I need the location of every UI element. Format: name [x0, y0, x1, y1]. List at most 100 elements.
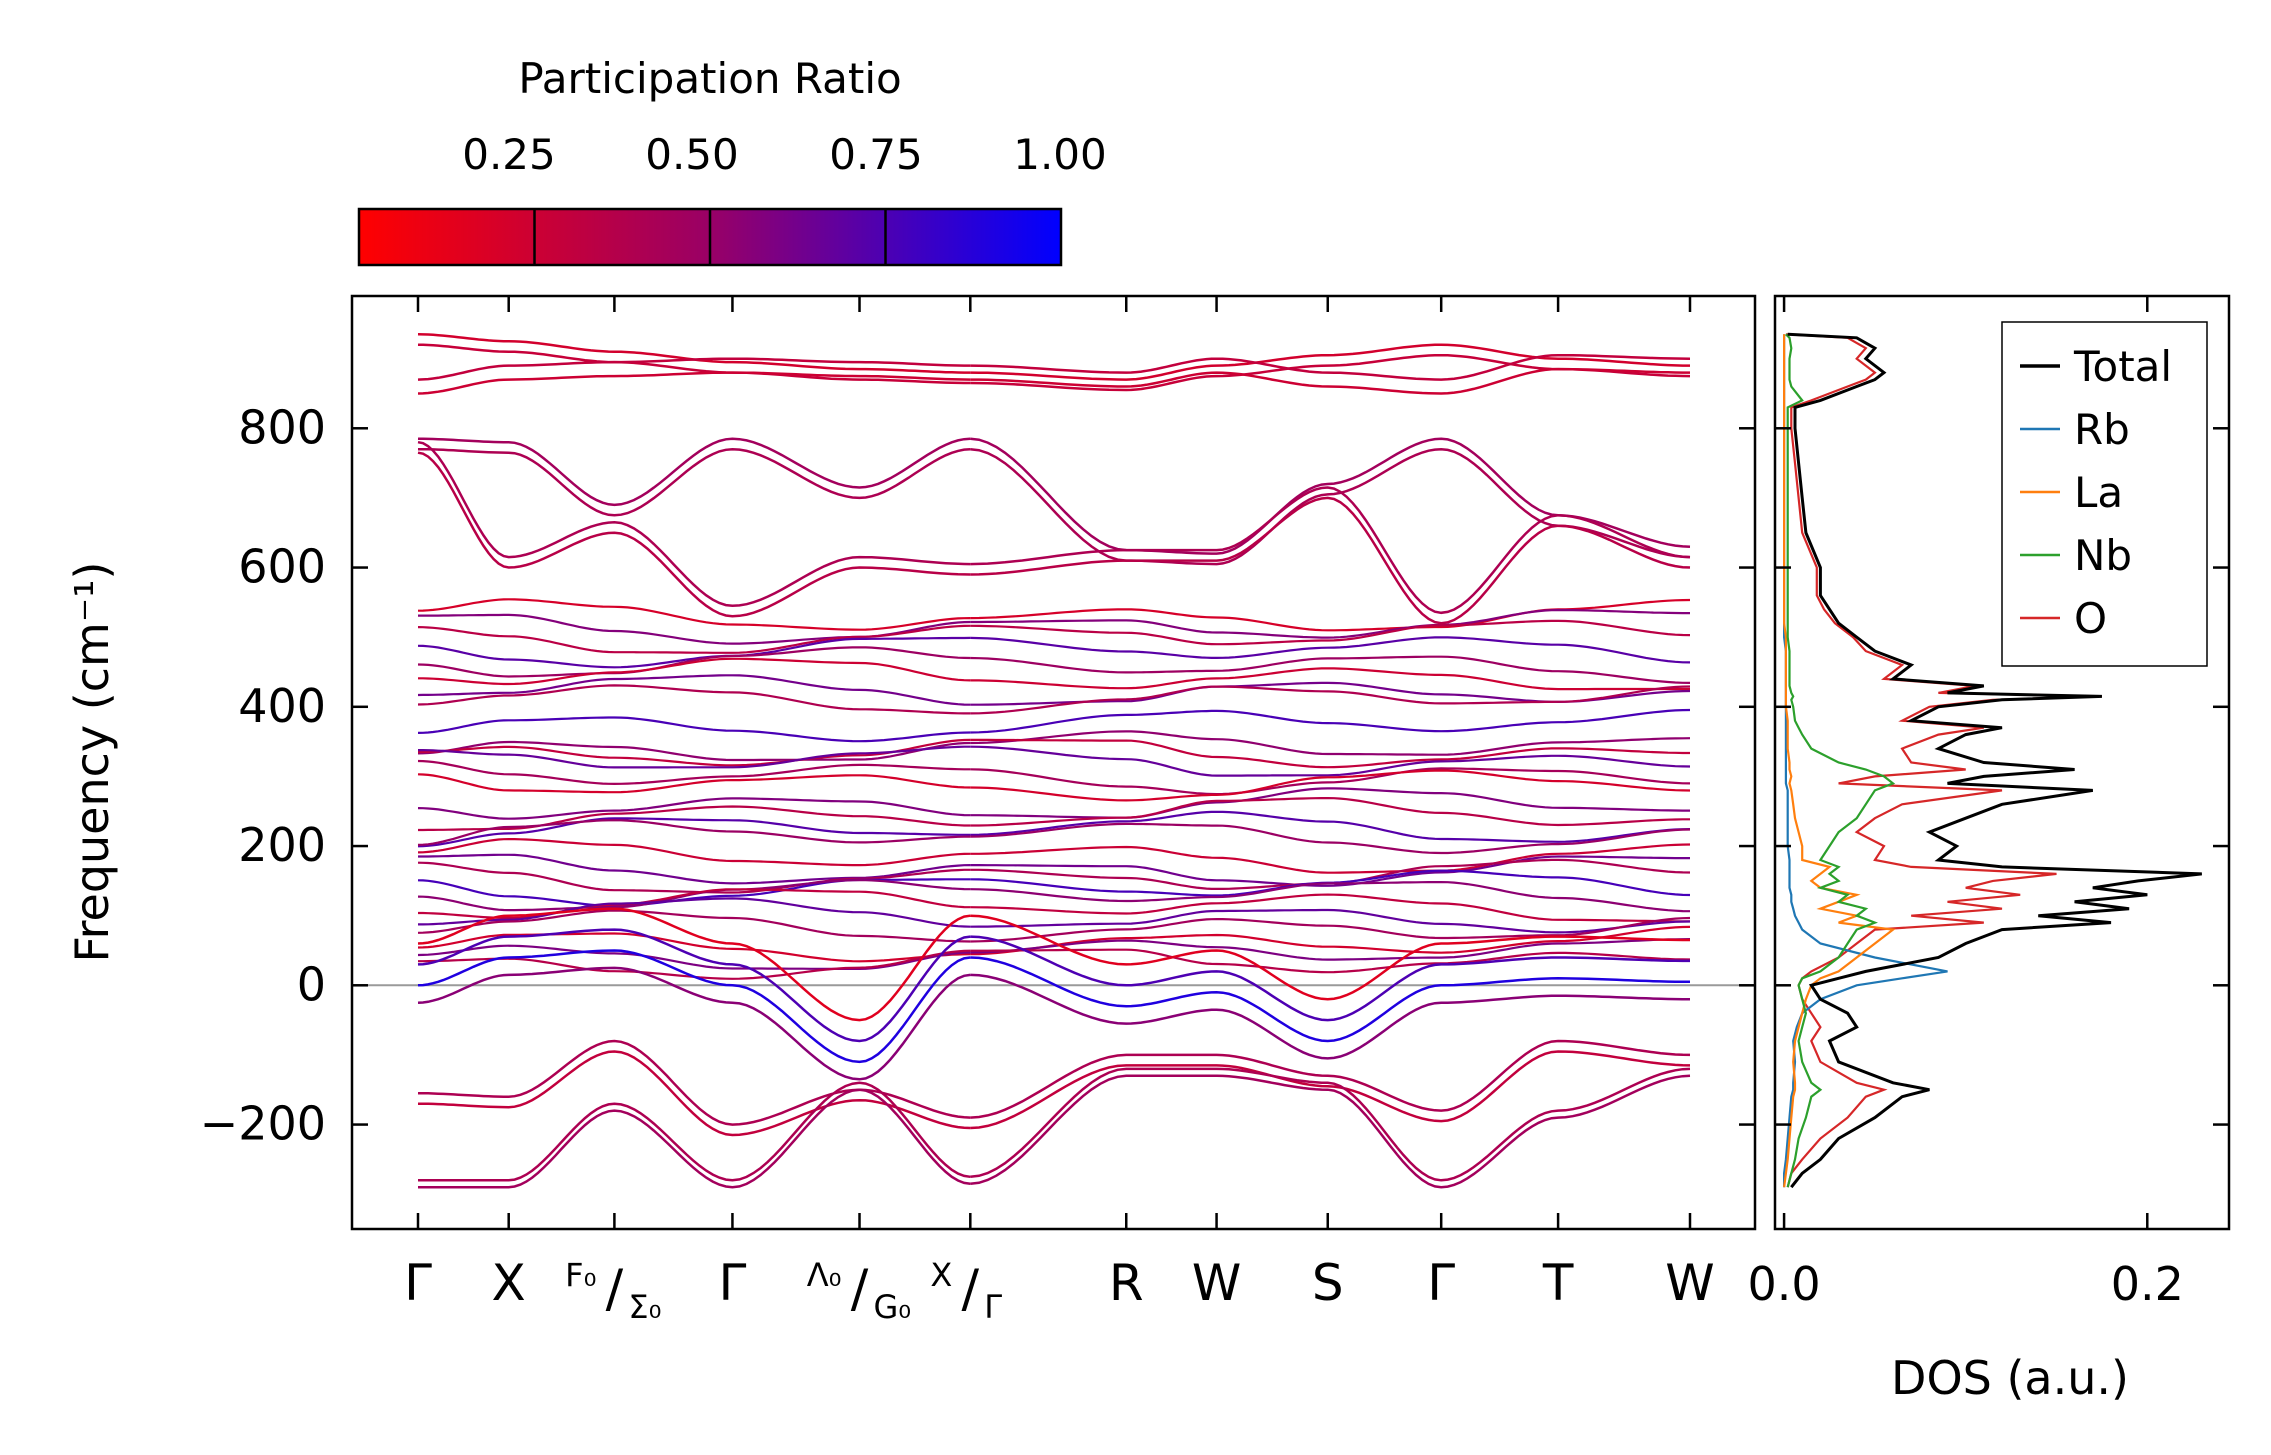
phonon-band: [970, 745, 1691, 777]
phonon-band: [970, 367, 1690, 395]
phonon-band: [970, 655, 1691, 684]
dos-x-tick-label: 0.0: [1748, 1257, 1821, 1311]
phonon-band: [970, 916, 1691, 943]
k-point-label: X: [492, 1254, 526, 1312]
phonon-band: [970, 948, 1691, 974]
k-point-slash: /: [962, 1259, 980, 1319]
legend-label: Total: [2073, 342, 2172, 391]
phonon-band: [417, 684, 971, 715]
phonon-band: [417, 740, 971, 762]
phonon-band: [970, 881, 1691, 913]
phonon-band: [418, 745, 971, 769]
k-point-label: W: [1192, 1254, 1241, 1312]
dos-series-o: [1785, 333, 2102, 1188]
phonon-band: [970, 973, 1690, 1060]
phonon-band: [970, 608, 1690, 639]
phonon-band: [970, 353, 1691, 381]
legend-box: [2001, 321, 2208, 667]
phonon-band: [417, 817, 971, 848]
legend-label: O: [2074, 594, 2107, 643]
phonon-band: [417, 966, 971, 1081]
phonon-band: [970, 1074, 1691, 1189]
phonon-band: [417, 773, 971, 794]
k-point-sup: F₀: [565, 1256, 596, 1294]
phonon-band: [417, 838, 971, 867]
phonon-band: [417, 1039, 971, 1126]
phonon-band: [970, 685, 1691, 715]
dos-series-la: [1783, 334, 1896, 1188]
phonon-band: [970, 496, 1691, 625]
y-tick-label: −200: [200, 1097, 326, 1151]
k-point-label: R: [1109, 1254, 1144, 1312]
phonon-band: [970, 893, 1690, 923]
phonon-band: [970, 908, 1691, 934]
phonon-band: [970, 935, 1690, 1022]
dos-x-tick-label: 0.2: [2111, 1257, 2184, 1311]
phonon-band: [970, 619, 1691, 646]
k-point-label: S: [1312, 1254, 1344, 1312]
phonon-band: [417, 440, 971, 608]
colorbar-tick-label: 0.25: [462, 130, 556, 179]
legend-label: Rb: [2074, 405, 2130, 454]
k-point-label: Γ: [404, 1254, 432, 1312]
y-tick-label: 600: [238, 540, 326, 594]
phonon-band: [417, 928, 971, 1043]
phonon-band: [417, 598, 971, 631]
k-point-label-composite: X / Γ: [930, 1256, 1002, 1326]
phonon-band: [417, 944, 971, 970]
phonon-band: [970, 822, 1691, 855]
k-point-label: T: [1542, 1254, 1574, 1312]
phonon-band: [417, 333, 971, 374]
phonon-band: [417, 797, 971, 820]
phonon-band: [418, 1081, 971, 1182]
phonon-band: [970, 925, 1691, 956]
k-point-label-composite: F₀ / Σ₀: [565, 1256, 661, 1326]
k-point-sub: Γ: [984, 1288, 1002, 1326]
phonon-band: [970, 843, 1691, 874]
phonon-band: [417, 674, 971, 706]
band-axes-frame: [350, 294, 1757, 1231]
phonon-band: [970, 1067, 1691, 1182]
phonon-band: [417, 624, 971, 654]
k-point-sub: G₀: [874, 1288, 912, 1326]
phonon-band: [417, 759, 971, 786]
phonon-band: [417, 907, 971, 1022]
phonon-band: [417, 819, 971, 846]
phonon-band: [417, 343, 971, 385]
phonon-band: [417, 909, 971, 943]
phonon-band: [417, 861, 971, 894]
phonon-band: [970, 767, 1691, 796]
phonon-band: [417, 738, 971, 767]
legend-label: Nb: [2074, 531, 2132, 580]
k-point-sup: X: [930, 1256, 952, 1294]
k-point-slash: /: [851, 1259, 869, 1319]
phonon-band: [417, 357, 971, 381]
y-tick-label: 400: [238, 679, 326, 733]
phonon-band: [418, 1088, 971, 1189]
phonon-band: [418, 1050, 971, 1137]
phonon-band: [970, 738, 1690, 769]
phonon-band: [970, 1039, 1691, 1119]
phonon-band: [970, 730, 1691, 756]
phonon-band: [970, 636, 1691, 664]
phonon-band: [417, 878, 971, 912]
y-axis-label: Frequency (cm⁻¹): [65, 562, 119, 963]
phonon-band: [417, 437, 971, 507]
phonon-band: [417, 949, 971, 1064]
colorbar-tick-label: 0.75: [829, 130, 923, 179]
phonon-band: [970, 810, 1691, 843]
phonon-band: [418, 897, 971, 928]
phonon-band: [970, 486, 1691, 615]
phonon-band: [418, 853, 971, 885]
phonon-band: [418, 657, 971, 686]
phonon-band: [970, 956, 1690, 1043]
phonon-band: [970, 769, 1691, 802]
k-point-sup: Λ₀: [807, 1256, 842, 1294]
phonon-band: [417, 451, 971, 618]
colorbar-title: Participation Ratio: [518, 54, 901, 103]
phonon-band: [970, 855, 1690, 887]
phonon-band: [970, 914, 1690, 1001]
legend-label: La: [2074, 468, 2123, 517]
